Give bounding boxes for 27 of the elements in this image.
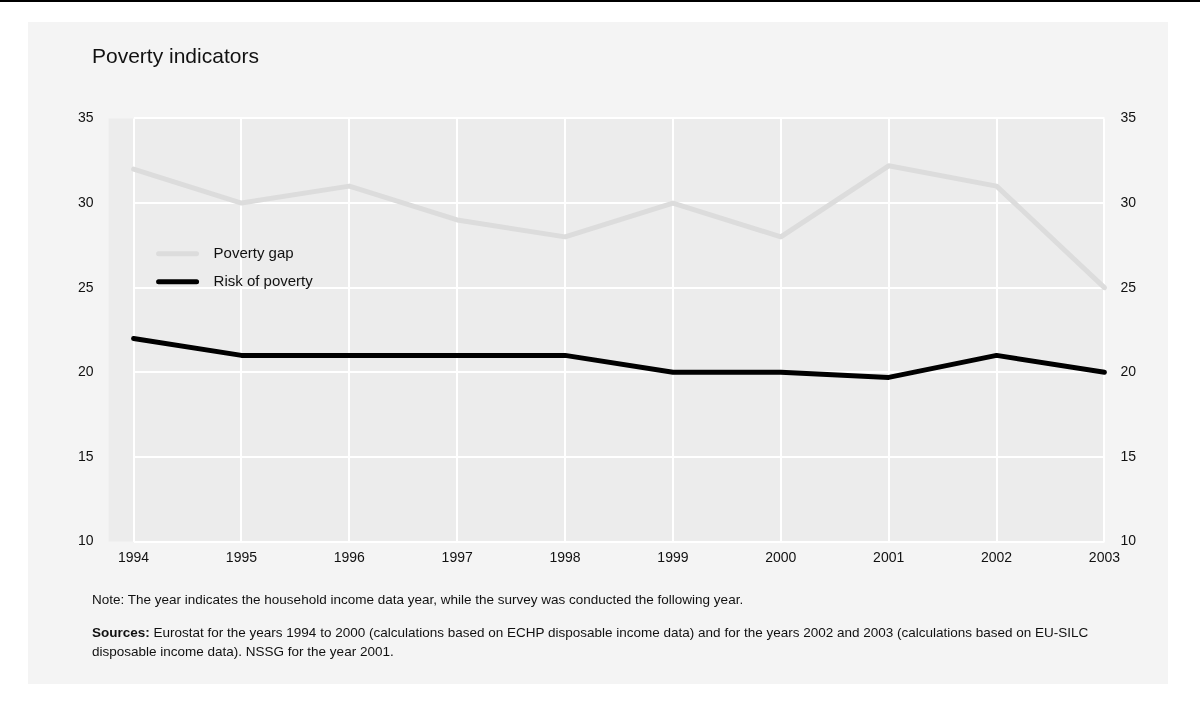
x-tick-label: 1994 [117, 548, 150, 565]
y2-tick-label: 35 [1120, 109, 1137, 126]
y2-tick-label: 30 [1120, 193, 1137, 210]
y-tick-label: 35 [77, 109, 94, 126]
y2-tick-label: 25 [1120, 278, 1137, 295]
x-tick-label: 2001 [873, 548, 905, 565]
x-tick-label: 1999 [657, 548, 689, 565]
x-tick-label: 2002 [980, 548, 1013, 565]
y-tick-label: 15 [77, 447, 94, 464]
y2-tick-label: 15 [1120, 447, 1137, 464]
source-note: Sources: Eurostat for the years 1994 to 2000 (calculations based on ECHP disposable income data) and for the years 2002 and 2003 (calculations based on EU-SILC disposable income data). NSSG for the year 2001. [92, 624, 1090, 661]
y2-tick-label: 10 [1120, 532, 1137, 549]
y-tick-label: 10 [77, 532, 94, 549]
chart-title: Poverty indicators [92, 44, 259, 68]
y-tick-label: 25 [77, 278, 94, 295]
x-tick-label: 2003 [1088, 548, 1121, 565]
x-tick-label: 1996 [333, 548, 366, 565]
legend-label: Risk of poverty [213, 271, 314, 289]
y-tick-label: 20 [77, 363, 94, 380]
y-tick-label: 30 [77, 193, 94, 210]
x-tick-label: 1998 [549, 548, 581, 565]
y2-tick-label: 20 [1120, 363, 1137, 380]
text: Note: The year indicates the household income data year, while the survey was conducted the following year. [92, 591, 745, 609]
x-tick-label: 1997 [441, 548, 473, 565]
x-tick-label: 1995 [225, 548, 258, 565]
legend-label: Poverty gap [213, 243, 294, 261]
x-tick-label: 2000 [765, 548, 797, 565]
